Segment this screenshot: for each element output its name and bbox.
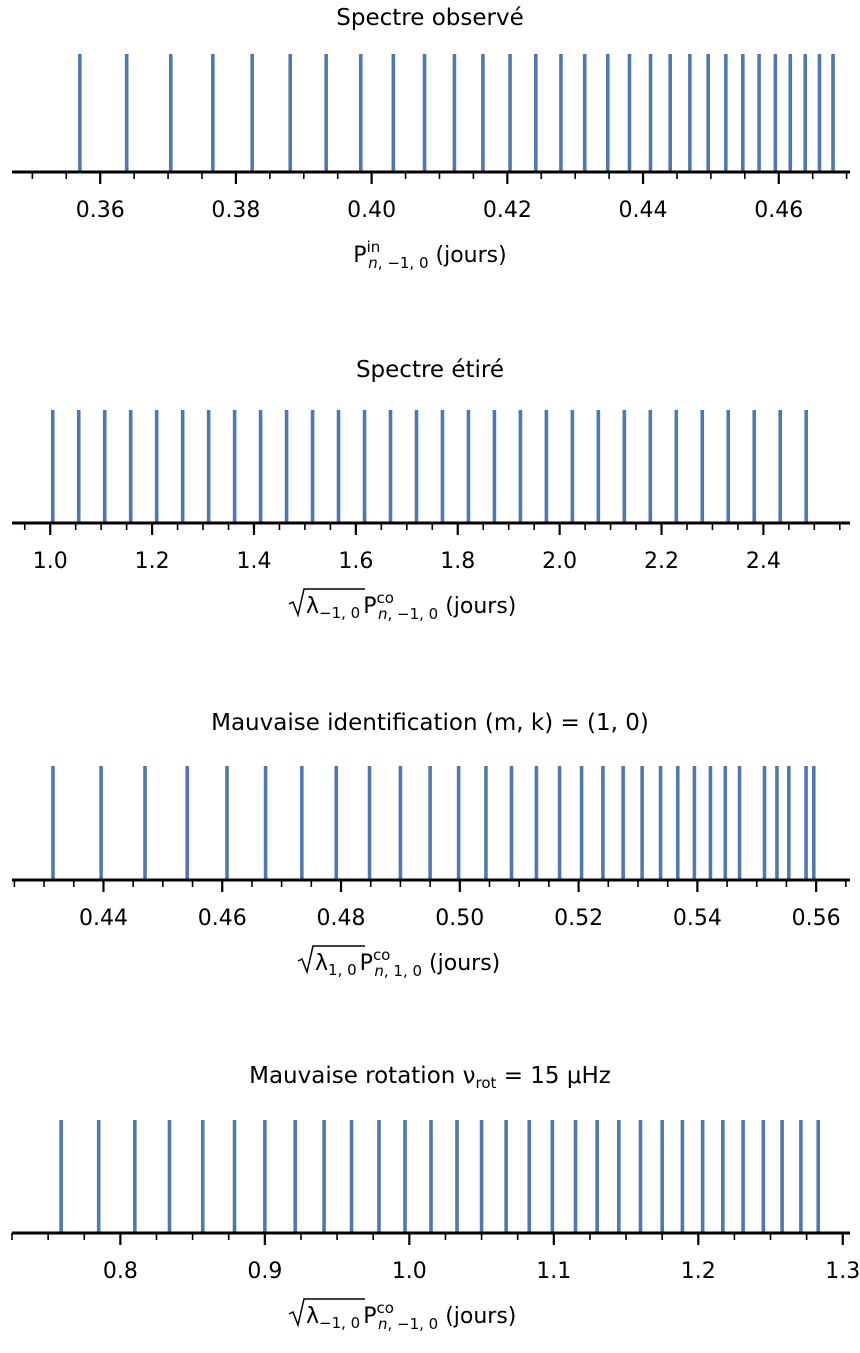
chart-panel-2: Spectre étiré 1.0 1.2 1.4 1.6 1.8 2.0 2.2 2.4 λ−1… [12,357,850,623]
x-tick-label: 1.3 [825,1259,860,1284]
x-tick-label: 1.2 [135,549,170,574]
x-tick-label: 0.52 [554,906,603,931]
x-tick-label: 1.2 [681,1259,716,1284]
sqrt-sign [288,1298,365,1328]
chart-title: Spectre étiré [356,357,504,383]
x-tick-label: 0.9 [247,1259,282,1284]
x-tick-label: 1.0 [392,1259,427,1284]
sqrt-sign [297,945,365,975]
x-tick-label: 0.42 [483,198,532,223]
chart-panel-3: Mauvaise identification (m, k) = (1, 0) 0… [12,710,850,980]
x-tick-label: 1.0 [33,549,68,574]
x-tick-label: 0.48 [317,906,366,931]
x-axis-label: λ−1, 0 Pco n, −1, 0 (jours) [288,1298,516,1333]
x-tick-label: 0.46 [198,906,247,931]
chart-panel-4: Mauvaise rotation νrot = 15 μHz 0.8 0.9 1.0… [11,1063,860,1333]
x-tick-label: 1.1 [536,1259,571,1284]
x-tick-label: 0.44 [619,198,668,223]
x-tick-label: 1.8 [440,549,475,574]
x-tick-label: 0.38 [211,198,260,223]
x-axis-label: λ−1, 0 Pco n, −1, 0 (jours) [288,588,516,623]
x-tick-label: 1.4 [236,549,271,574]
x-tick-label: 0.44 [79,906,128,931]
x-tick-label: 0.40 [347,198,396,223]
x-tick-label: 2.2 [644,549,679,574]
x-tick-label: 1.6 [338,549,373,574]
x-tick-label: 2.4 [746,549,781,574]
x-axis-label: Pin n, −1, 0 (jours) [353,238,506,272]
chart-title: Spectre observé [336,5,523,31]
chart-title: Mauvaise rotation νrot = 15 μHz [249,1063,611,1092]
chart-panel-1: Spectre observé 0.36 0.38 0.40 0.42 0.44 0.46 P… [12,5,850,272]
x-tick-label: 0.54 [673,906,722,931]
x-tick-label: 0.56 [792,906,841,931]
x-tick-label: 2.0 [542,549,577,574]
x-tick-label: 0.8 [103,1259,138,1284]
x-axis-label: λ1, 0 Pco n, 1, 0 (jours) [297,945,500,980]
sqrt-sign [288,588,365,618]
x-tick-label: 0.46 [754,198,803,223]
chart-title: Mauvaise identification (m, k) = (1, 0) [211,710,649,736]
x-tick-label: 0.50 [435,906,484,931]
x-tick-label: 0.36 [76,198,125,223]
